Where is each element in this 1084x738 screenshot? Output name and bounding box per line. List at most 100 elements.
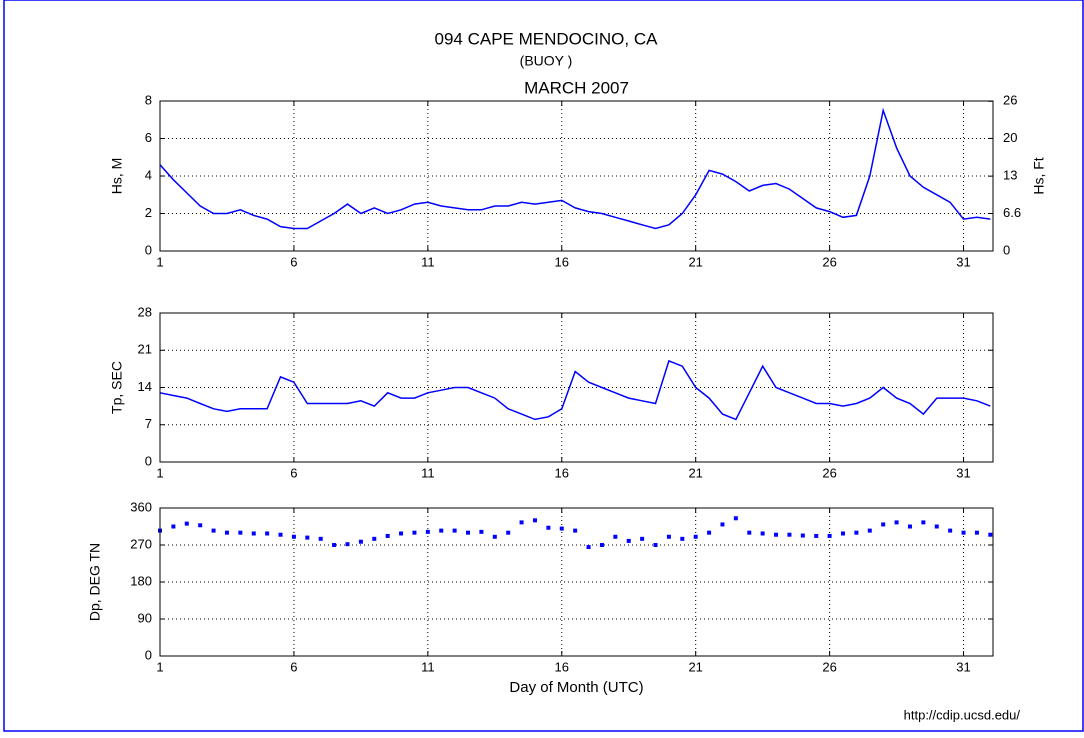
x-tick-label: 21 (688, 254, 702, 269)
data-line (159, 359, 991, 421)
data-point (626, 538, 631, 543)
x-tick-label: 16 (555, 465, 569, 480)
data-point (707, 530, 712, 535)
data-point (680, 536, 685, 541)
data-point (224, 530, 229, 535)
data-point (760, 531, 765, 536)
x-tick-label: 26 (822, 465, 836, 480)
y-tick-label: 0 (145, 647, 152, 662)
x-tick-label: 11 (421, 254, 435, 269)
y-tick-label: 0 (145, 453, 152, 468)
y-axis-label: Hs, M (109, 158, 125, 195)
data-point (184, 521, 189, 526)
data-point (881, 522, 886, 527)
data-point (814, 533, 819, 538)
data-point (800, 533, 805, 538)
data-point (827, 533, 832, 538)
data-point (318, 536, 323, 541)
data-point (532, 518, 537, 523)
y-tick-label: 21 (138, 342, 152, 357)
y-tick-label: 270 (130, 536, 152, 551)
data-point (198, 523, 203, 528)
y-tick-label: 4 (145, 167, 152, 182)
y2-tick-label: 6.6 (1003, 205, 1021, 220)
y2-axis-label: Hs, Ft (1031, 157, 1047, 194)
x-tick-label: 21 (688, 465, 702, 480)
data-point (211, 528, 216, 533)
data-point (613, 534, 618, 539)
page-border (3, 0, 1084, 732)
data-point (439, 528, 444, 533)
x-tick-label: 11 (421, 465, 435, 480)
y-axis-label: Tp, SEC (109, 361, 125, 414)
x-tick-label: 1 (156, 659, 163, 674)
data-point (841, 531, 846, 536)
data-line (159, 107, 991, 230)
y2-tick-label: 0 (1003, 242, 1010, 257)
data-point (345, 542, 350, 547)
y-tick-label: 8 (145, 92, 152, 107)
data-point (854, 530, 859, 535)
x-tick-label: 6 (290, 659, 297, 674)
y-tick-label: 14 (138, 379, 152, 394)
data-point (573, 528, 578, 533)
y2-tick-label: 26 (1003, 93, 1017, 108)
x-tick-label: 11 (421, 659, 435, 674)
data-point (265, 531, 270, 536)
data-point (934, 524, 939, 529)
data-point (894, 520, 899, 525)
figure-subtitle: (BUOY ) (520, 53, 573, 69)
chart-title: MARCH 2007 (524, 78, 629, 97)
x-tick-label: 16 (555, 254, 569, 269)
data-point (747, 530, 752, 535)
data-point (988, 532, 993, 537)
x-tick-label: 31 (956, 465, 970, 480)
x-tick-label: 6 (290, 465, 297, 480)
x-tick-label: 21 (688, 659, 702, 674)
y-tick-label: 6 (145, 130, 152, 145)
data-point (907, 524, 912, 529)
data-point (640, 536, 645, 541)
data-point (787, 532, 792, 537)
data-point (546, 525, 551, 530)
data-point (372, 536, 377, 541)
x-tick-label: 31 (956, 659, 970, 674)
y-tick-label: 360 (130, 499, 152, 514)
data-point (720, 522, 725, 527)
data-point (452, 528, 457, 533)
data-point (492, 534, 497, 539)
data-point (666, 534, 671, 539)
data-point (479, 529, 484, 534)
data-point (358, 539, 363, 544)
y2-tick-label: 20 (1003, 130, 1017, 145)
x-tick-label: 16 (555, 659, 569, 674)
data-point (171, 524, 176, 529)
data-point (961, 530, 966, 535)
data-point (921, 520, 926, 525)
y-tick-label: 2 (145, 205, 152, 220)
data-point (238, 530, 243, 535)
data-point (412, 530, 417, 535)
data-point (733, 516, 738, 521)
x-tick-label: 1 (156, 254, 163, 269)
y-tick-label: 28 (138, 304, 152, 319)
data-point (305, 535, 310, 540)
data-point (653, 543, 658, 547)
plot-frame (159, 312, 994, 463)
data-point (599, 543, 604, 547)
data-point (867, 528, 872, 533)
x-axis-label: Day of Month (UTC) (509, 679, 643, 696)
x-tick-label: 26 (822, 659, 836, 674)
data-point (332, 543, 337, 547)
data-point (586, 545, 591, 550)
data-point (948, 528, 953, 533)
data-point (974, 530, 979, 535)
data-point (466, 530, 471, 535)
x-tick-label: 6 (290, 254, 297, 269)
data-point (774, 532, 779, 537)
plot-frame (159, 100, 994, 252)
data-point (425, 529, 430, 534)
y-axis-label: Dp, DEG TN (87, 543, 103, 621)
data-point (291, 534, 296, 539)
